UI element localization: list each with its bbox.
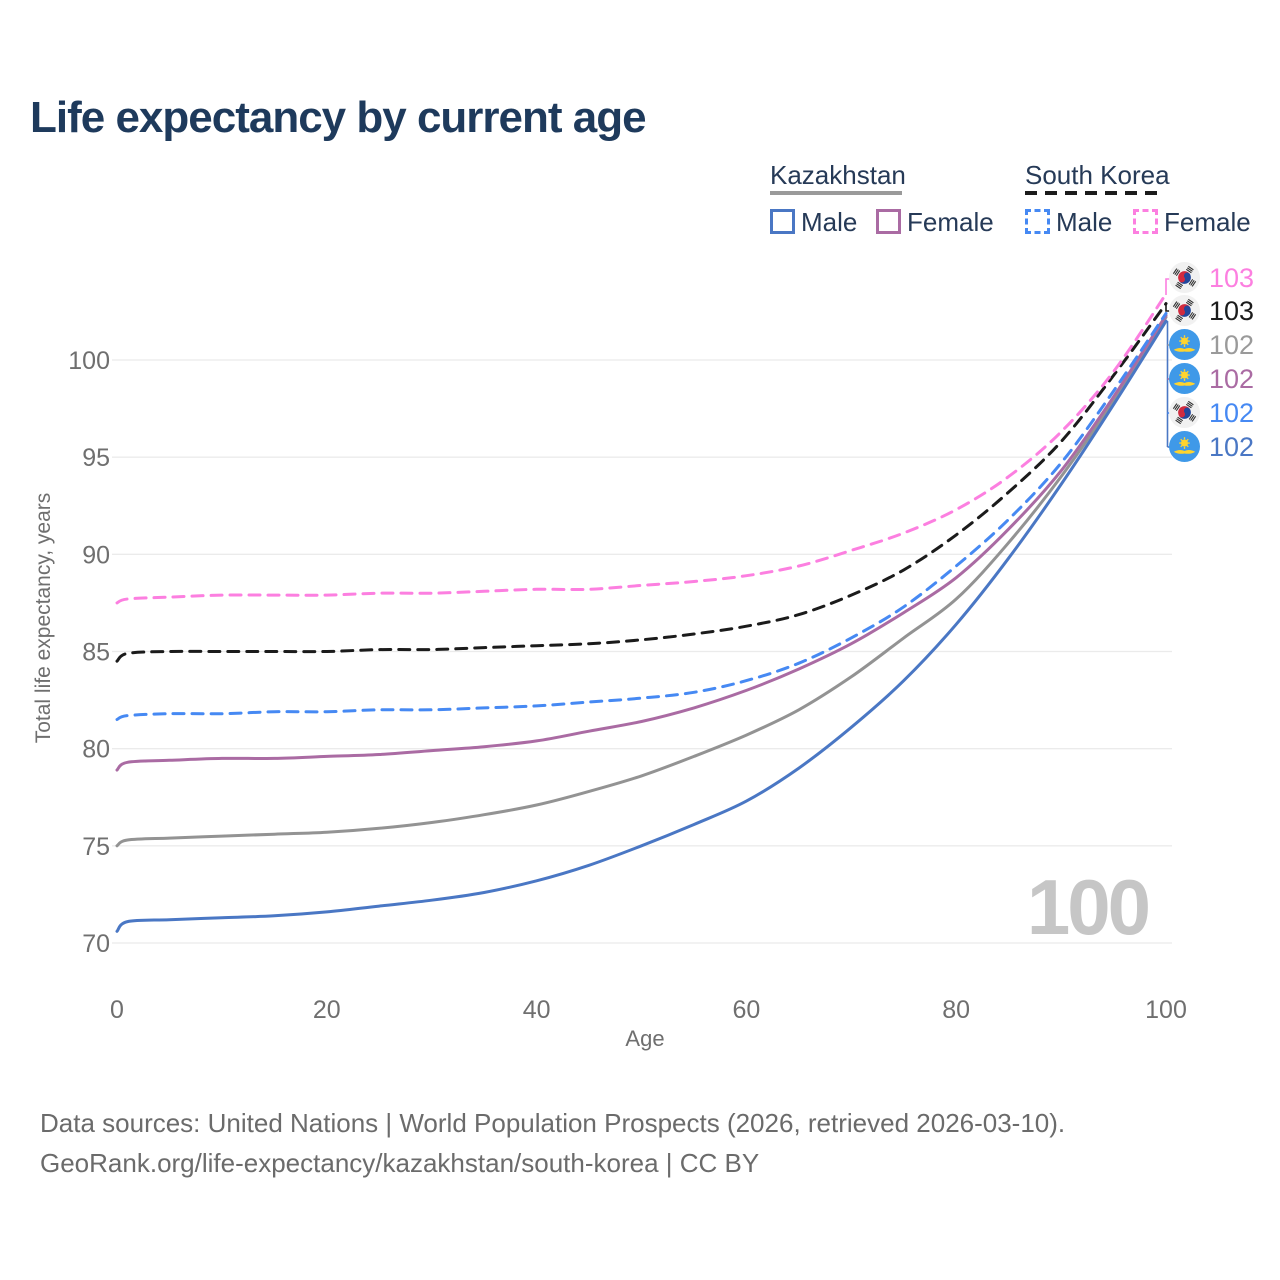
- y-tick-label: 70: [82, 930, 110, 958]
- series-line-south-korea-male: [115, 311, 1168, 722]
- x-tick-label: 40: [523, 996, 551, 1024]
- y-tick-label: 75: [82, 833, 110, 861]
- chart-canvas: 70 75 80 85 90 95 100 0 20 40 60 80 100: [68, 292, 1187, 1024]
- kazakhstan-flag-icon: [1169, 431, 1200, 462]
- page-title: Life expectancy by current age: [30, 93, 647, 142]
- end-value: 103: [1209, 295, 1255, 326]
- kazakhstan-line-swatch: [770, 191, 902, 195]
- x-tick-label: 60: [732, 996, 760, 1024]
- y-tick-label: 90: [82, 541, 110, 569]
- flag-slot: [1169, 431, 1200, 463]
- x-tick-label: 80: [942, 996, 970, 1024]
- kazakhstan-male-label: Male: [801, 207, 858, 237]
- x-tick-label: 100: [1145, 996, 1187, 1024]
- x-tick-label: 20: [313, 996, 341, 1024]
- south-korea-female-swatch: [1133, 209, 1158, 234]
- end-label-south-korea-male: 102: [1169, 397, 1254, 429]
- x-tick-label: 0: [110, 996, 124, 1024]
- series-line-kazakhstan-male: [115, 319, 1168, 933]
- end-label-south-korea-female: 103: [1169, 262, 1254, 294]
- age-watermark: 100: [1026, 863, 1151, 951]
- end-value: 102: [1209, 329, 1255, 360]
- y-tick-label: 100: [68, 347, 110, 375]
- flag-slot: [1169, 397, 1200, 429]
- y-tick-label: 80: [82, 736, 110, 764]
- flag-slot: [1169, 363, 1200, 395]
- series-line-south-korea: [115, 302, 1168, 663]
- south-korea-flag-icon: [1169, 295, 1200, 326]
- legend-group-south-korea-label: South Korea: [1025, 160, 1170, 190]
- end-value: 102: [1209, 397, 1255, 428]
- south-korea-female-label: Female: [1164, 207, 1251, 237]
- south-korea-flag-icon: [1169, 262, 1200, 293]
- kazakhstan-female-swatch: [876, 209, 901, 234]
- south-korea-flag-icon: [1169, 397, 1200, 428]
- flag-slot: [1169, 329, 1200, 361]
- kazakhstan-flag-icon: [1169, 363, 1200, 394]
- legend-group-kazakhstan-label: Kazakhstan: [770, 160, 906, 190]
- end-label-south-korea-total: 103: [1169, 295, 1254, 327]
- end-label-kazakhstan-total: 102: [1169, 329, 1254, 361]
- kazakhstan-flag-icon: [1169, 329, 1200, 360]
- south-korea-male-label: Male: [1056, 207, 1113, 237]
- y-tick-label: 95: [82, 444, 110, 472]
- kazakhstan-male-swatch: [770, 209, 795, 234]
- flag-slot: [1169, 295, 1200, 327]
- end-value: 102: [1209, 431, 1255, 462]
- x-axis-title: Age: [625, 1026, 665, 1051]
- end-value: 102: [1209, 363, 1255, 394]
- series-line-kazakhstan: [115, 315, 1168, 848]
- end-value: 103: [1209, 262, 1255, 293]
- label-connectors: [1165, 278, 1172, 448]
- end-label-kazakhstan-male: 102: [1169, 431, 1254, 463]
- south-korea-line-swatch: [1025, 191, 1163, 195]
- flag-slot: [1169, 262, 1200, 294]
- series-line-kazakhstan-female: [115, 313, 1168, 772]
- y-tick-label: 85: [82, 639, 110, 667]
- series-line-south-korea-female: [115, 292, 1168, 605]
- attribution-text: GeoRank.org/life-expectancy/kazakhstan/s…: [40, 1148, 760, 1178]
- kazakhstan-female-label: Female: [907, 207, 994, 237]
- end-label-kazakhstan-female: 102: [1169, 363, 1254, 395]
- south-korea-male-swatch: [1025, 209, 1050, 234]
- data-sources-text: Data sources: United Nations | World Pop…: [40, 1108, 1066, 1138]
